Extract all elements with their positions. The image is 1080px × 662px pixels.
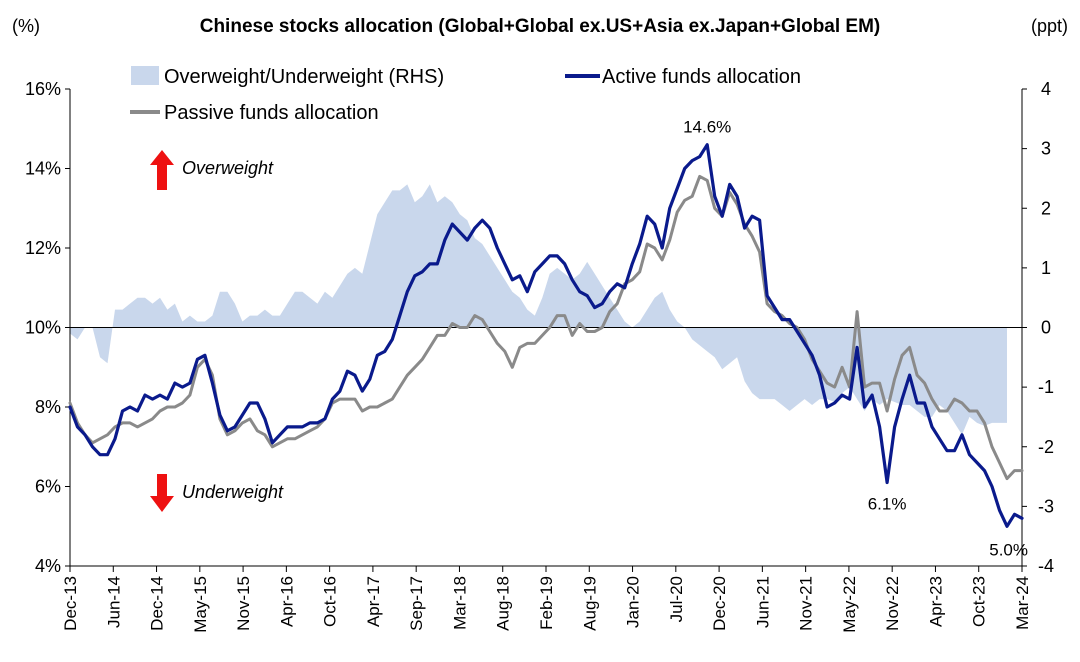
left-unit-label: (%) bbox=[12, 16, 40, 36]
x-tick-label: Nov-21 bbox=[797, 576, 816, 631]
data-label: 6.1% bbox=[868, 495, 907, 514]
legend-swatch-overweight bbox=[131, 66, 159, 85]
x-tick-label: Sep-17 bbox=[407, 576, 426, 631]
legend-label-passive: Passive funds allocation bbox=[164, 102, 379, 124]
right-tick-label: 3 bbox=[1041, 139, 1051, 159]
legend-label-active: Active funds allocation bbox=[602, 66, 801, 88]
legend: Overweight/Underweight (RHS) Active fund… bbox=[130, 66, 801, 124]
passive-funds-line bbox=[68, 174, 1024, 481]
x-tick-label: Nov-15 bbox=[234, 576, 253, 631]
active-funds-line bbox=[68, 143, 1024, 528]
x-tick-label: Apr-16 bbox=[277, 576, 296, 627]
x-tick-label: Aug-19 bbox=[580, 576, 599, 631]
left-tick-label: 4% bbox=[35, 556, 61, 576]
x-tick-label: May-22 bbox=[840, 576, 859, 633]
underweight-note-label: Underweight bbox=[182, 482, 284, 502]
x-tick-label: Feb-19 bbox=[537, 576, 556, 630]
right-tick-label: 0 bbox=[1041, 318, 1051, 338]
x-tick-label: Dec-14 bbox=[148, 576, 167, 631]
x-tick-label: Dec-13 bbox=[61, 576, 80, 631]
x-tick-label: Dec-20 bbox=[710, 576, 729, 631]
right-tick-label: 4 bbox=[1041, 79, 1051, 99]
overweight-area-layer bbox=[70, 184, 1008, 435]
overweight-note-label: Overweight bbox=[182, 158, 274, 178]
down-arrow-icon bbox=[150, 474, 174, 512]
right-tick-label: -4 bbox=[1038, 556, 1054, 576]
left-tick-label: 6% bbox=[35, 477, 61, 497]
x-tick-label: Apr-23 bbox=[927, 576, 946, 627]
annotations: 14.6% 6.1% 5.0% bbox=[683, 118, 1028, 560]
x-tick-label: Jun-14 bbox=[104, 576, 123, 628]
x-tick-label: Oct-16 bbox=[321, 576, 340, 627]
overweight-note: Overweight bbox=[150, 150, 274, 190]
right-tick-label: 1 bbox=[1041, 258, 1051, 278]
x-tick-label: Oct-23 bbox=[970, 576, 989, 627]
left-tick-label: 10% bbox=[25, 318, 61, 338]
left-tick-label: 8% bbox=[35, 397, 61, 417]
chart-title: Chinese stocks allocation (Global+Global… bbox=[200, 16, 881, 37]
x-tick-label: Jan-20 bbox=[624, 576, 643, 628]
underweight-note: Underweight bbox=[150, 474, 284, 512]
x-tick-label: Mar-18 bbox=[451, 576, 470, 630]
x-tick-label: Nov-22 bbox=[883, 576, 902, 631]
data-label: 14.6% bbox=[683, 118, 731, 137]
left-tick-label: 12% bbox=[25, 238, 61, 258]
x-tick-label: Apr-17 bbox=[364, 576, 383, 627]
x-tick-label: May-15 bbox=[191, 576, 210, 633]
lines-layer bbox=[68, 143, 1024, 528]
data-label: 5.0% bbox=[989, 540, 1028, 559]
right-tick-label: -3 bbox=[1038, 496, 1054, 516]
axes: 4% 6% 8% 10% 12% 14% 16% -4 -3 -2 -1 0 1 2 3 4 Dec-13 Jun… bbox=[25, 79, 1054, 633]
right-unit-label: (ppt) bbox=[1031, 16, 1068, 36]
overweight-area bbox=[70, 184, 1008, 435]
left-tick-label: 16% bbox=[25, 79, 61, 99]
x-tick-label: Mar-24 bbox=[1013, 576, 1032, 630]
right-tick-label: -2 bbox=[1038, 437, 1054, 457]
right-tick-label: 2 bbox=[1041, 198, 1051, 218]
up-arrow-icon bbox=[150, 150, 174, 190]
x-tick-label: Jul-20 bbox=[667, 576, 686, 622]
legend-label-overweight: Overweight/Underweight (RHS) bbox=[164, 66, 444, 88]
left-tick-label: 14% bbox=[25, 159, 61, 179]
x-tick-label: Aug-18 bbox=[494, 576, 513, 631]
right-tick-label: -1 bbox=[1038, 377, 1054, 397]
x-tick-label: Jun-21 bbox=[753, 576, 772, 628]
